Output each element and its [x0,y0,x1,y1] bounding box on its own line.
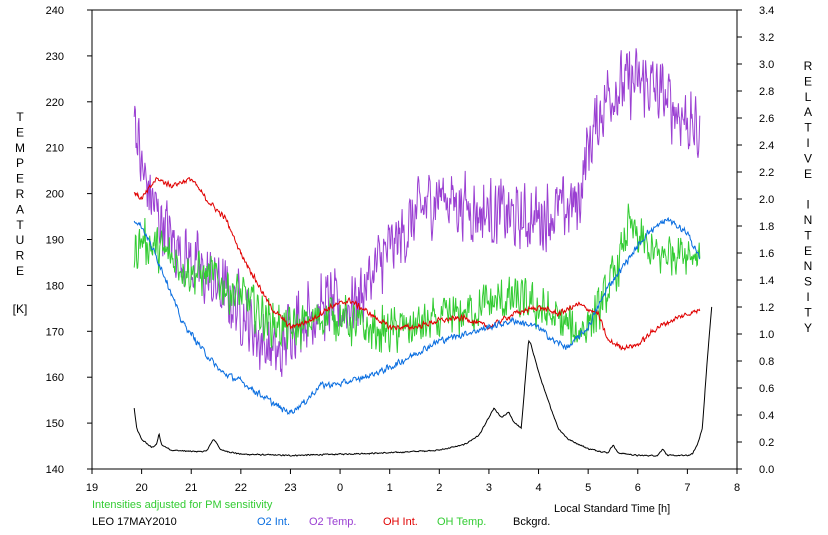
series-line-oh-int [133,176,701,351]
left-tick-label: 190 [46,235,64,247]
right-axis-title-letter: E [804,167,812,181]
x-tick-label: 4 [535,482,541,494]
left-tick-label: 210 [46,143,64,155]
left-tick-label: 220 [46,97,64,109]
left-tick-label: 240 [46,5,64,17]
left-axis-title-letter: M [15,141,25,155]
right-axis-title-letter: S [804,275,812,289]
x-tick-label: 21 [185,482,197,494]
series-layer [133,48,713,457]
left-axis-title-letter: E [16,172,24,186]
left-axis-unit: [K] [13,302,28,316]
left-axis-title-letter: R [16,249,25,263]
right-axis-title-letter: V [804,151,812,165]
right-tick-label: 0.4 [759,410,774,422]
left-axis-title-letter: T [16,110,24,124]
right-axis-title-letter: T [804,305,812,319]
right-axis-title-letter: E [804,244,812,258]
right-tick-label: 1.8 [759,221,774,233]
left-axis-title-letter: A [16,202,24,216]
x-tick-label: 7 [684,482,690,494]
right-axis-title-letter: N [804,259,813,273]
series-line-bckgrd [133,306,713,457]
left-axis-title-letter: E [16,264,24,278]
x-tick-label: 6 [635,482,641,494]
legend-o2-int: O2 Int. [257,516,290,528]
right-tick-label: 1.6 [759,248,774,260]
right-tick-label: 1.2 [759,302,774,314]
right-axis-title-letter: I [806,136,809,150]
right-axis-title-letter: A [804,105,812,119]
right-tick-label: 3.4 [759,5,774,17]
left-axis-title-letter: U [16,233,25,247]
right-tick-label: 1.4 [759,275,774,287]
right-axis: 0.0 0.2 0.4 0.6 0.8 1.0 1.2 1.4 1.6 1.8 2.0 2.2 2.4 2… [737,5,774,476]
x-tick-label: 20 [135,482,147,494]
right-tick-label: 0.0 [759,464,774,476]
left-tick-label: 230 [46,51,64,63]
legend-bckgrd: Bckgrd. [513,516,550,528]
right-axis-title-letter: I [806,290,809,304]
x-tick-label: 1 [387,482,393,494]
x-tick-label: 19 [86,482,98,494]
x-tick-label: 0 [337,482,343,494]
right-tick-label: 0.8 [759,356,774,368]
right-axis-title-letter: L [805,90,812,104]
x-axis-title: Local Standard Time [h] [554,503,670,515]
legend-o2-temp: O2 Temp. [309,516,357,528]
left-axis: 140 150 160 170 180 190 200 210 220 230 240 [46,5,92,476]
series-line-o2-temp [133,48,701,377]
right-axis-title-letter: T [804,121,812,135]
left-tick-label: 160 [46,372,64,384]
x-tick-label: 23 [284,482,296,494]
left-tick-label: 170 [46,326,64,338]
series-line-o2-int [133,216,701,415]
left-axis-title-letter: T [16,218,24,232]
right-axis-title-letter: R [804,59,813,73]
right-tick-label: 0.2 [759,437,774,449]
x-tick-label: 5 [585,482,591,494]
left-tick-label: 140 [46,464,64,476]
x-tick-label: 3 [486,482,492,494]
right-tick-label: 3.2 [759,32,774,44]
right-tick-label: 1.0 [759,329,774,341]
right-tick-label: 3.0 [759,59,774,71]
left-tick-label: 150 [46,418,64,430]
right-tick-label: 0.6 [759,383,774,395]
legend-oh-temp: OH Temp. [437,516,486,528]
x-tick-label: 8 [734,482,740,494]
pm-sensitivity-note: Intensities adjusted for PM sensitivity [92,499,273,511]
right-axis-title-letter: T [804,228,812,242]
x-axis: 19 20 21 22 23 0 1 2 3 4 5 6 7 8 [86,469,740,494]
x-tick-label: 22 [235,482,247,494]
right-axis-title-letter: Y [804,321,812,335]
right-tick-label: 2.4 [759,140,774,152]
right-tick-label: 2.0 [759,194,774,206]
left-axis-title-letter: P [16,156,24,170]
legend-oh-int: OH Int. [383,516,418,528]
station-date-label: LEO 17MAY2010 [92,516,177,528]
x-tick-label: 2 [436,482,442,494]
left-axis-title-letter: R [16,187,25,201]
right-tick-label: 2.8 [759,86,774,98]
right-tick-label: 2.6 [759,113,774,125]
right-tick-label: 2.2 [759,167,774,179]
left-axis-title-letter: E [16,125,24,139]
right-axis-title-letter: N [804,213,813,227]
right-axis-title-letter: E [804,74,812,88]
left-tick-label: 180 [46,280,64,292]
right-axis-title-letter: I [806,198,809,212]
legend: O2 Int. O2 Temp. OH Int. OH Temp. Bckgrd… [257,516,550,528]
left-tick-label: 200 [46,189,64,201]
